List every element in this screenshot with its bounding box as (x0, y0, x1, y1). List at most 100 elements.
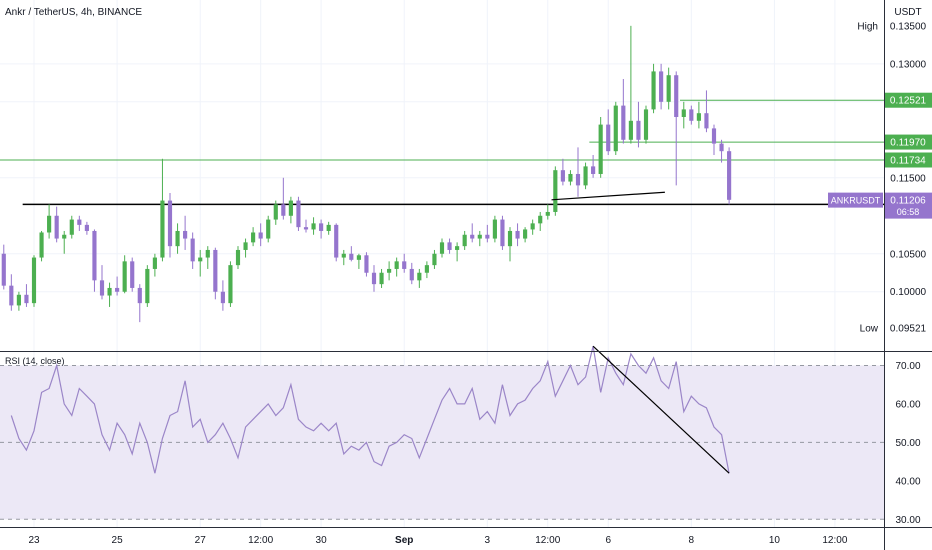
candle[interactable] (681, 101, 686, 129)
candle[interactable] (319, 219, 324, 239)
candle[interactable] (523, 227, 528, 243)
candle[interactable] (235, 246, 241, 269)
candle[interactable] (719, 139, 724, 163)
candle[interactable] (598, 117, 603, 178)
candle[interactable] (145, 265, 150, 307)
rsi-divergence-line[interactable] (592, 345, 730, 474)
price-trendline[interactable] (551, 191, 665, 201)
candle[interactable] (160, 158, 165, 262)
candle[interactable] (92, 229, 97, 292)
candle[interactable] (205, 246, 210, 269)
candle[interactable] (507, 227, 513, 262)
candle[interactable] (659, 63, 664, 110)
candle[interactable] (1, 244, 6, 290)
rsi-pane[interactable] (0, 346, 884, 520)
candle[interactable] (455, 242, 460, 262)
candle[interactable] (538, 211, 543, 231)
candle[interactable] (24, 284, 29, 307)
candle[interactable] (9, 274, 14, 311)
candle[interactable] (636, 101, 641, 148)
candle[interactable] (137, 284, 142, 323)
candle[interactable] (16, 291, 21, 311)
level-price-label[interactable]: 0.11970 (885, 134, 932, 150)
candle[interactable] (39, 230, 44, 262)
candle[interactable] (462, 230, 467, 250)
candle[interactable] (288, 196, 293, 224)
candle[interactable] (485, 224, 490, 243)
candle[interactable] (711, 124, 717, 155)
candle[interactable] (296, 196, 301, 231)
candle[interactable] (107, 282, 112, 307)
candle[interactable] (553, 166, 558, 216)
candle[interactable] (530, 219, 535, 235)
candle[interactable] (613, 101, 618, 155)
candle[interactable] (243, 238, 248, 258)
time-axis[interactable]: 23 25 27 12:00 30 Sep 3 12:00 6 8 10 12:00 (28, 535, 847, 546)
candle[interactable] (545, 204, 550, 220)
candle[interactable] (591, 154, 596, 178)
candle[interactable] (251, 227, 256, 247)
candle[interactable] (402, 253, 407, 273)
price-axis[interactable]: 0.130000.125000.115000.105000.100000.135… (828, 18, 932, 336)
level-price-label[interactable]: 0.12521 (885, 92, 932, 108)
candle[interactable] (130, 257, 135, 292)
candle[interactable] (190, 232, 195, 269)
candle[interactable] (62, 230, 67, 254)
candle[interactable] (515, 223, 520, 247)
candle[interactable] (228, 261, 233, 307)
candle[interactable] (122, 255, 127, 294)
candlestick-series[interactable] (1, 25, 732, 323)
candle[interactable] (303, 219, 309, 233)
candle[interactable] (727, 147, 732, 205)
candle[interactable] (356, 253, 361, 269)
trendlines[interactable] (551, 191, 730, 474)
candle[interactable] (394, 257, 399, 277)
rsi-line[interactable] (10, 346, 730, 474)
candle[interactable] (417, 268, 422, 288)
candle[interactable] (500, 215, 505, 250)
candle[interactable] (84, 221, 89, 235)
candle[interactable] (69, 215, 74, 239)
candle[interactable] (167, 192, 173, 258)
candle[interactable] (651, 63, 656, 114)
candle[interactable] (258, 223, 263, 247)
candle[interactable] (364, 252, 369, 277)
candle[interactable] (341, 249, 346, 266)
candle[interactable] (115, 276, 120, 296)
candle[interactable] (696, 101, 701, 129)
candle[interactable] (674, 71, 679, 186)
candle[interactable] (424, 261, 429, 279)
candle[interactable] (152, 253, 157, 277)
candle[interactable] (568, 170, 573, 186)
candle[interactable] (606, 109, 611, 155)
candle[interactable] (281, 177, 286, 220)
candle[interactable] (31, 255, 37, 307)
price-levels[interactable] (0, 99, 884, 206)
candle[interactable] (666, 67, 671, 110)
candle[interactable] (379, 268, 384, 288)
candle[interactable] (409, 262, 414, 285)
candle[interactable] (621, 79, 626, 144)
candle[interactable] (689, 105, 694, 125)
candle[interactable] (334, 223, 339, 262)
candle[interactable] (447, 238, 452, 254)
candle[interactable] (432, 249, 437, 269)
candle[interactable] (220, 280, 225, 311)
candle[interactable] (47, 204, 52, 239)
candle[interactable] (704, 90, 709, 133)
candle[interactable] (213, 247, 218, 300)
candle[interactable] (54, 206, 59, 243)
candle[interactable] (311, 217, 316, 235)
rsi-axis[interactable]: 70.00 60.00 50.00 40.00 30.00 (895, 361, 920, 526)
candle[interactable] (387, 261, 392, 281)
candle[interactable] (492, 215, 497, 243)
level-price-label[interactable]: 0.11734 (885, 152, 932, 168)
candle[interactable] (175, 223, 180, 254)
candle[interactable] (628, 25, 633, 144)
candle[interactable] (273, 200, 278, 225)
candle[interactable] (183, 215, 188, 250)
candle[interactable] (560, 158, 565, 186)
candle[interactable] (326, 221, 331, 235)
